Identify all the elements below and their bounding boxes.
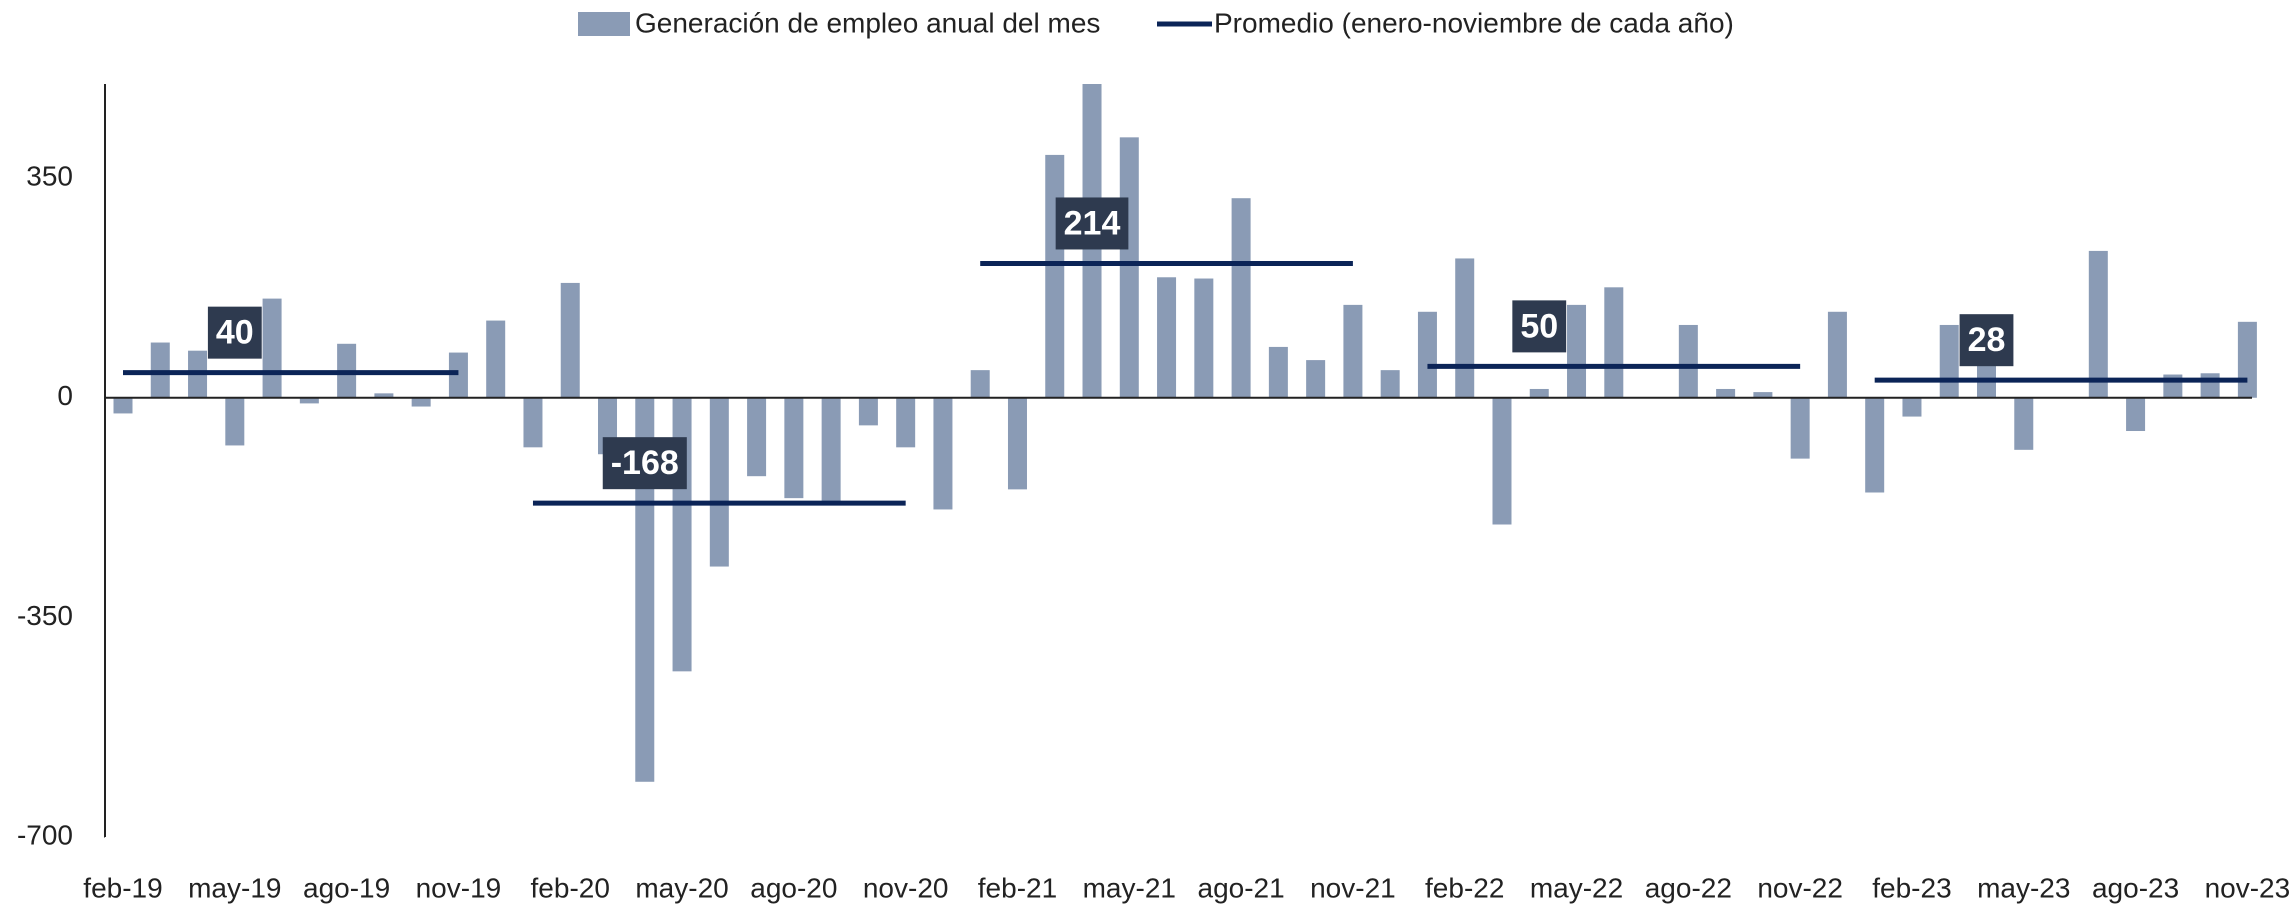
data-label-text: 50 [1520,307,1558,345]
legend-swatch [578,12,630,36]
data-label-box [1512,300,1567,353]
bar [448,352,468,398]
bar [2237,321,2257,398]
bar [1380,370,1400,398]
bar [113,397,133,414]
bar [560,282,580,398]
data-label-text: 214 [1064,204,1121,242]
bar [1827,311,1847,398]
bar [411,397,431,407]
bar [486,320,506,398]
bar [1306,360,1326,398]
legend-label: Promedio (enero-noviembre de cada año) [1214,7,1734,38]
data-label-text: 28 [1968,321,2006,359]
bar [1865,397,1885,493]
data-label: 40 [207,306,262,359]
x-tick-label: may-21 [1083,872,1176,903]
data-label-text: 40 [216,314,254,352]
x-tick-label: nov-21 [1310,872,1396,903]
x-tick-label: feb-19 [83,872,162,903]
bar [709,397,729,567]
data-label-box [1055,197,1129,250]
x-tick-label: nov-20 [863,872,949,903]
x-tick-label: ago-20 [750,872,837,903]
legend-label: Generación de empleo anual del mes [635,7,1100,38]
bar [858,397,878,426]
bar [1529,388,1549,398]
data-label-box [602,437,687,490]
bar [1268,346,1288,398]
bar [299,397,319,404]
bar [1604,287,1624,398]
x-tick-label: nov-23 [2205,872,2291,903]
bar [1492,397,1512,525]
x-tick-label: feb-22 [1425,872,1504,903]
x-tick-label: feb-21 [978,872,1057,903]
bar [1157,277,1177,398]
bar [374,393,394,398]
x-tick-label: ago-21 [1198,872,1285,903]
bar [747,397,767,477]
bar [1455,258,1475,398]
data-label: 28 [1959,314,2014,367]
bar [1343,304,1363,398]
bar [821,397,841,502]
data-label: 214 [1055,197,1129,250]
x-tick-label: may-20 [635,872,728,903]
bar [896,397,916,448]
bar [635,397,655,782]
bar [523,397,543,448]
y-tick-label: -700 [17,819,73,850]
bar [2200,373,2220,398]
bar [784,397,804,499]
bar [1753,392,1773,398]
bar [1119,137,1139,398]
bar [970,370,990,398]
x-tick-label: may-23 [1977,872,2070,903]
x-tick-label: nov-19 [416,872,502,903]
bar [1194,278,1214,398]
bar [1678,324,1698,398]
data-label-box [1959,314,2014,367]
x-tick-label: may-19 [188,872,281,903]
bar [262,298,282,398]
bar [2014,397,2034,450]
data-label-box [207,306,262,359]
x-tick-label: may-22 [1530,872,1623,903]
bar [1231,198,1251,398]
bar [2126,397,2146,432]
bar [1939,324,1959,398]
bar [1902,397,1922,417]
bar [1417,311,1437,398]
x-tick-label: feb-23 [1872,872,1951,903]
y-tick-label: 350 [26,161,73,192]
x-tick-label: ago-19 [303,872,390,903]
data-label-text: -168 [611,444,679,482]
bar [1790,397,1810,459]
x-tick-label: nov-22 [1757,872,1843,903]
bar [1567,304,1587,398]
bar [150,342,170,398]
data-label: 50 [1512,300,1567,353]
bar [1045,154,1065,398]
data-label: -168 [602,437,687,490]
x-tick-label: ago-22 [1645,872,1732,903]
bar [2088,250,2108,398]
bar [933,397,953,510]
x-tick-label: ago-23 [2092,872,2179,903]
y-tick-label: -350 [17,600,73,631]
bar [225,397,245,446]
x-tick-label: feb-20 [531,872,610,903]
bar [1716,388,1736,398]
y-tick-label: 0 [57,380,73,411]
bar [1007,397,1027,490]
